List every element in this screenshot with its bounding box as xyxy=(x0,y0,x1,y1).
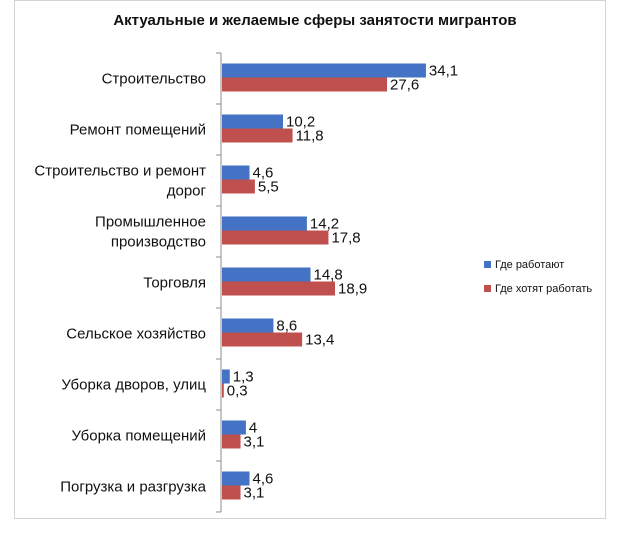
data-label-want: 5,5 xyxy=(258,179,279,196)
category-label: Строительство xyxy=(102,71,206,88)
category-label: производство xyxy=(111,234,206,251)
bar-work xyxy=(222,369,230,384)
data-label-work: 4 xyxy=(249,420,257,437)
legend-swatch xyxy=(484,285,491,292)
bar-work xyxy=(222,318,274,333)
category-label: Ремонт помещений xyxy=(70,122,206,139)
bar-want xyxy=(222,179,255,194)
category-label: Строительство и ремонт xyxy=(34,163,206,180)
data-label-want: 3,1 xyxy=(244,485,265,502)
data-label-want: 18,9 xyxy=(338,281,367,298)
data-label-work: 4,6 xyxy=(253,471,274,488)
bar-want xyxy=(222,281,336,296)
bar-want xyxy=(222,383,224,398)
legend-label: Где работают xyxy=(495,259,564,271)
data-label-work: 14,2 xyxy=(310,216,339,233)
data-label-work: 4,6 xyxy=(253,165,274,182)
bar-want xyxy=(222,230,329,245)
category-label: Уборка помещений xyxy=(71,428,206,445)
chart-title: Актуальные и желаемые сферы занятости ми… xyxy=(113,12,517,29)
data-label-work: 34,1 xyxy=(429,63,458,80)
bar-work xyxy=(222,216,307,231)
legend-swatch xyxy=(484,261,491,268)
category-label: Уборка дворов, улиц xyxy=(61,377,206,394)
data-label-want: 3,1 xyxy=(244,434,265,451)
bar-want xyxy=(222,332,303,347)
data-label-work: 14,8 xyxy=(314,267,343,284)
bar-want xyxy=(222,77,388,92)
data-label-want: 17,8 xyxy=(331,230,360,247)
data-label-want: 11,8 xyxy=(296,128,324,145)
category-label: Промышленное xyxy=(95,214,206,231)
legend-label: Где хотят работать xyxy=(495,283,592,295)
data-label-work: 1,3 xyxy=(233,369,254,386)
data-label-want: 13,4 xyxy=(305,332,334,349)
data-label-want: 0,3 xyxy=(227,383,248,400)
data-label-want: 27,6 xyxy=(390,77,419,94)
category-label: дорог xyxy=(167,183,207,200)
bar-work xyxy=(222,267,311,282)
category-label: Торговля xyxy=(143,275,206,292)
bar-want xyxy=(222,485,241,500)
bar-work xyxy=(222,63,426,78)
bar-want xyxy=(222,128,293,143)
category-label: Сельское хозяйство xyxy=(66,326,206,343)
bar-want xyxy=(222,434,241,449)
category-label: Погрузка и разгрузка xyxy=(60,479,206,496)
bar-work xyxy=(222,114,283,129)
data-label-work: 10,2 xyxy=(286,114,315,131)
data-label-work: 8,6 xyxy=(276,318,297,335)
bar-work xyxy=(222,471,250,486)
bar-work xyxy=(222,420,246,435)
bar-work xyxy=(222,165,250,180)
